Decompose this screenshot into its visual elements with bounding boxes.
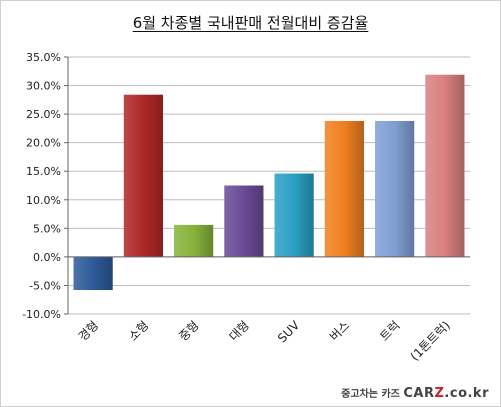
bar xyxy=(73,256,113,291)
watermark-brand-z: Z xyxy=(434,386,445,401)
x-tick-label: SUV xyxy=(275,318,303,346)
watermark-brand-main: CAR xyxy=(403,386,435,401)
y-tick-label: 5.0% xyxy=(33,222,61,235)
y-tick-label: -10.0% xyxy=(22,308,61,321)
x-tick-label: (1톤트럭) xyxy=(408,318,453,363)
bar xyxy=(324,120,364,257)
bar xyxy=(123,94,163,257)
x-tick-label: 경형 xyxy=(76,318,102,344)
bar xyxy=(274,173,314,257)
chart-title: 6월 차종별 국내판매 전월대비 증감율 xyxy=(132,14,369,32)
watermark: 중고차는 카즈 CARZ.co.kr xyxy=(341,385,489,401)
y-tick-label: 20.0% xyxy=(26,137,61,150)
chart-title-wrap: 6월 차종별 국내판매 전월대비 증감율 xyxy=(0,12,501,33)
y-tick-label: 30.0% xyxy=(26,80,61,93)
x-tick-label: 대형 xyxy=(226,318,252,344)
x-tick-label: 소형 xyxy=(126,318,152,344)
y-tick-label: 10.0% xyxy=(26,194,61,207)
bar xyxy=(224,185,264,257)
x-tick-label: 버스 xyxy=(327,318,353,344)
watermark-brand-tail: .co.kr xyxy=(444,386,489,401)
y-tick-label: -5.0% xyxy=(29,279,61,292)
x-tick-label: 중형 xyxy=(176,318,202,344)
y-tick-label: 35.0% xyxy=(26,51,61,64)
y-tick-label: 15.0% xyxy=(26,165,61,178)
watermark-prefix: 중고차는 카즈 xyxy=(341,389,400,400)
y-tick-label: 25.0% xyxy=(26,108,61,121)
watermark-brand: CARZ.co.kr xyxy=(403,386,489,401)
bar xyxy=(174,224,214,257)
x-tick-label: 트럭 xyxy=(377,318,403,344)
y-tick-label: 0.0% xyxy=(33,251,61,264)
bar xyxy=(375,120,415,257)
bar xyxy=(425,74,465,257)
